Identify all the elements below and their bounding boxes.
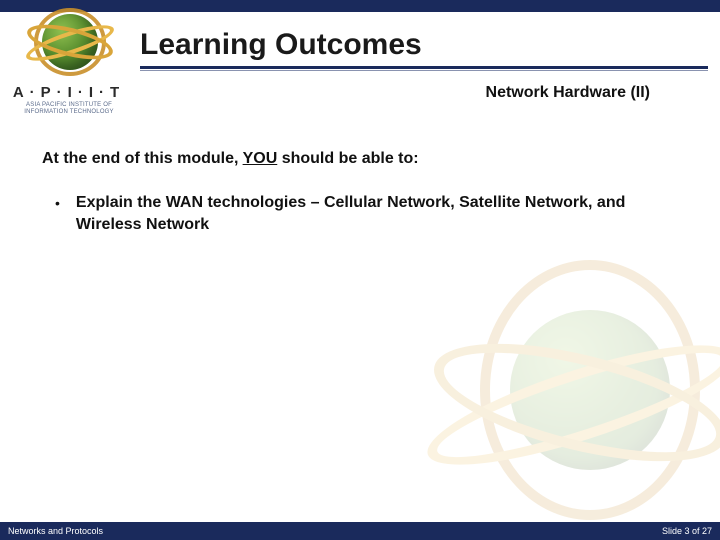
logo-letters: A·P·I·I·T [4,84,134,101]
logo-text: A·P·I·I·T ASIA PACIFIC INSTITUTE OF INFO… [4,84,134,116]
intro-post: should be able to: [277,150,418,167]
footer-right: Slide 3 of 27 [662,526,712,536]
logo-subtitle-line1: ASIA PACIFIC INSTITUTE OF [4,102,134,108]
intro-pre: At the end of this module, [42,150,243,167]
bullet-text: Explain the WAN technologies – Cellular … [76,192,660,235]
page-title: Learning Outcomes [140,28,422,62]
watermark-globe-icon [400,220,720,540]
bullet-item: • Explain the WAN technologies – Cellula… [55,192,660,235]
institution-logo: A·P·I·I·T ASIA PACIFIC INSTITUTE OF INFO… [4,6,134,136]
title-underline-thin [140,70,708,71]
footer-bar: Networks and Protocols Slide 3 of 27 [0,522,720,540]
bullet-marker: • [55,192,60,214]
intro-text: At the end of this module, YOU should be… [42,150,419,168]
slide: A·P·I·I·T ASIA PACIFIC INSTITUTE OF INFO… [0,0,720,540]
intro-emphasis: YOU [243,150,278,167]
slide-subtitle: Network Hardware (II) [486,84,650,102]
globe-icon [14,6,124,86]
title-underline-thick [140,66,708,69]
logo-subtitle-line2: INFORMATION TECHNOLOGY [4,109,134,115]
footer-left: Networks and Protocols [8,526,103,536]
